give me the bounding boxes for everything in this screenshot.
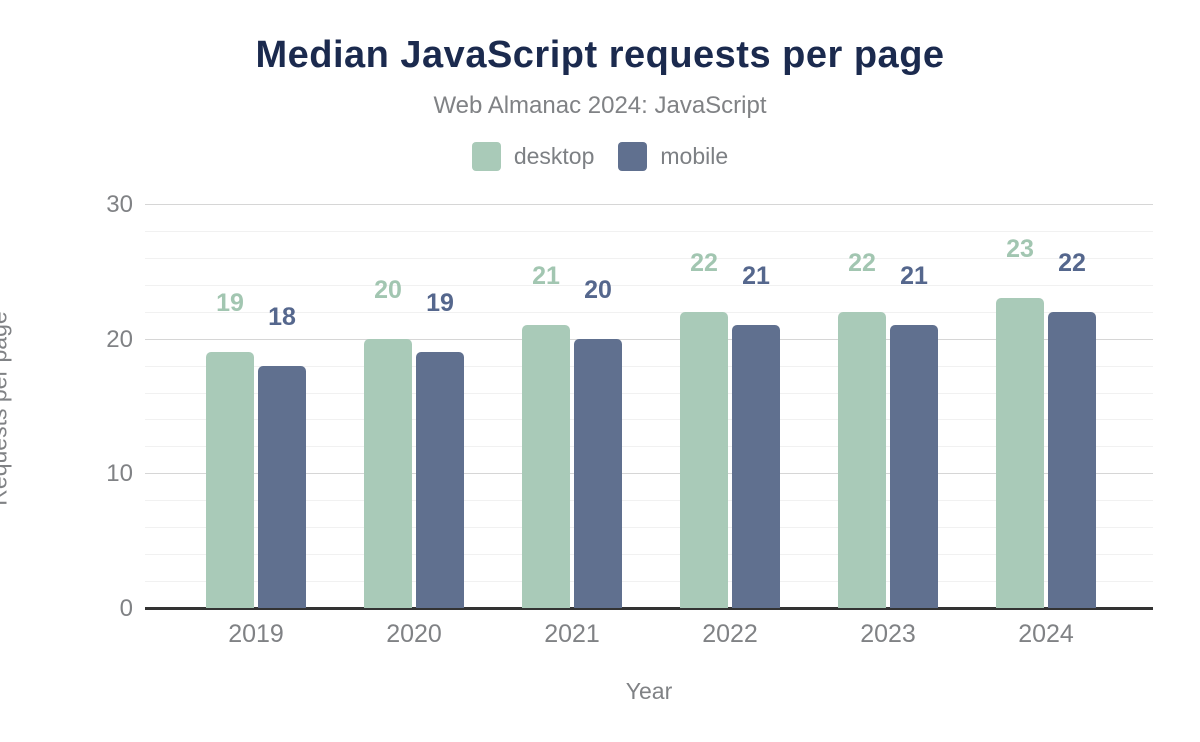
major-gridline-30 xyxy=(145,204,1153,205)
desktop-value-label-2023: 22 xyxy=(848,248,876,277)
minor-gridline-12 xyxy=(145,446,1153,448)
desktop-value-label-2021: 21 xyxy=(532,262,560,291)
y-tick-label-0: 0 xyxy=(119,595,133,622)
minor-gridline-28 xyxy=(145,230,1153,232)
minor-gridline-26 xyxy=(145,257,1153,259)
mobile-value-label-2020: 19 xyxy=(426,289,454,318)
x-axis-title: Year xyxy=(625,678,673,704)
x-tick-label-2022: 2022 xyxy=(702,620,758,648)
x-tick-label-2023: 2023 xyxy=(860,620,916,648)
x-tick-label-2020: 2020 xyxy=(386,620,442,648)
mobile-bar-2024 xyxy=(1048,311,1096,608)
mobile-bar-2022 xyxy=(732,325,780,608)
desktop-bar-2019 xyxy=(206,352,254,608)
legend-item-desktop: desktop xyxy=(471,141,595,171)
x-tick-label-2019: 2019 xyxy=(228,620,284,648)
minor-gridline-24 xyxy=(145,284,1153,286)
minor-gridline-4 xyxy=(145,554,1153,556)
y-axis-title: Requests per page xyxy=(0,311,12,506)
desktop-bar-2022 xyxy=(680,311,728,608)
minor-gridline-14 xyxy=(145,419,1153,421)
minor-gridline-8 xyxy=(145,500,1153,502)
mobile-series-swatch xyxy=(618,141,648,171)
legend-label-desktop: desktop xyxy=(513,142,595,169)
minor-gridline-2 xyxy=(145,581,1153,583)
mobile-value-label-2023: 21 xyxy=(900,262,928,291)
y-tick-label-20: 20 xyxy=(106,325,133,353)
legend-item-mobile: mobile xyxy=(618,141,729,171)
mobile-bar-2019 xyxy=(258,365,306,608)
chart-subtitle: Web Almanac 2024: JavaScript xyxy=(433,92,767,119)
y-tick-label-10: 10 xyxy=(106,460,133,488)
mobile-value-label-2019: 18 xyxy=(268,302,296,331)
desktop-value-label-2020: 20 xyxy=(374,275,402,304)
desktop-bar-2023 xyxy=(838,311,886,608)
plot-area: 19 18 20 19 21 20 22 21 22 21 23 22 xyxy=(145,204,1153,610)
mobile-value-label-2022: 21 xyxy=(742,262,770,291)
minor-gridline-22 xyxy=(145,311,1153,313)
major-gridline-20 xyxy=(145,338,1153,340)
mobile-value-label-2021: 20 xyxy=(584,275,612,304)
desktop-value-label-2024: 23 xyxy=(1006,235,1034,264)
x-axis-line xyxy=(145,607,1153,610)
y-tick-label-30: 30 xyxy=(106,191,133,218)
mobile-value-label-2024: 22 xyxy=(1058,248,1086,277)
chart-title: Median JavaScript requests per page xyxy=(255,34,945,76)
minor-gridline-6 xyxy=(145,527,1153,529)
major-gridline-10 xyxy=(145,473,1153,475)
desktop-value-label-2019: 19 xyxy=(216,289,244,318)
mobile-bar-2021 xyxy=(574,338,622,608)
desktop-bar-2020 xyxy=(364,338,412,608)
desktop-bar-2021 xyxy=(522,325,570,608)
mobile-bar-2023 xyxy=(890,325,938,608)
x-tick-label-2024: 2024 xyxy=(1018,620,1074,648)
legend-label-mobile: mobile xyxy=(660,142,729,169)
desktop-value-label-2022: 22 xyxy=(690,248,718,277)
legend: desktop mobile xyxy=(0,140,1200,172)
desktop-bar-2024 xyxy=(996,298,1044,608)
minor-gridline-16 xyxy=(145,392,1153,394)
x-tick-label-2021: 2021 xyxy=(544,620,600,648)
desktop-series-swatch xyxy=(471,141,501,171)
mobile-bar-2020 xyxy=(416,352,464,608)
minor-gridline-18 xyxy=(145,365,1153,367)
